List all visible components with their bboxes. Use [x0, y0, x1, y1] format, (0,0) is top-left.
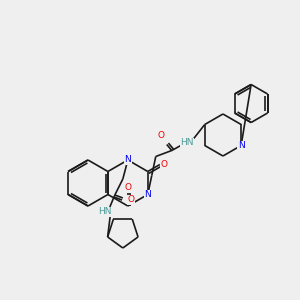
- Text: N: N: [238, 141, 244, 150]
- Text: HN: HN: [98, 208, 112, 217]
- Text: O: O: [127, 196, 134, 205]
- Text: N: N: [144, 190, 151, 199]
- Text: N: N: [124, 155, 131, 164]
- Text: O: O: [157, 131, 164, 140]
- Text: HN: HN: [180, 138, 194, 147]
- Text: O: O: [160, 160, 167, 169]
- Text: O: O: [124, 184, 131, 193]
